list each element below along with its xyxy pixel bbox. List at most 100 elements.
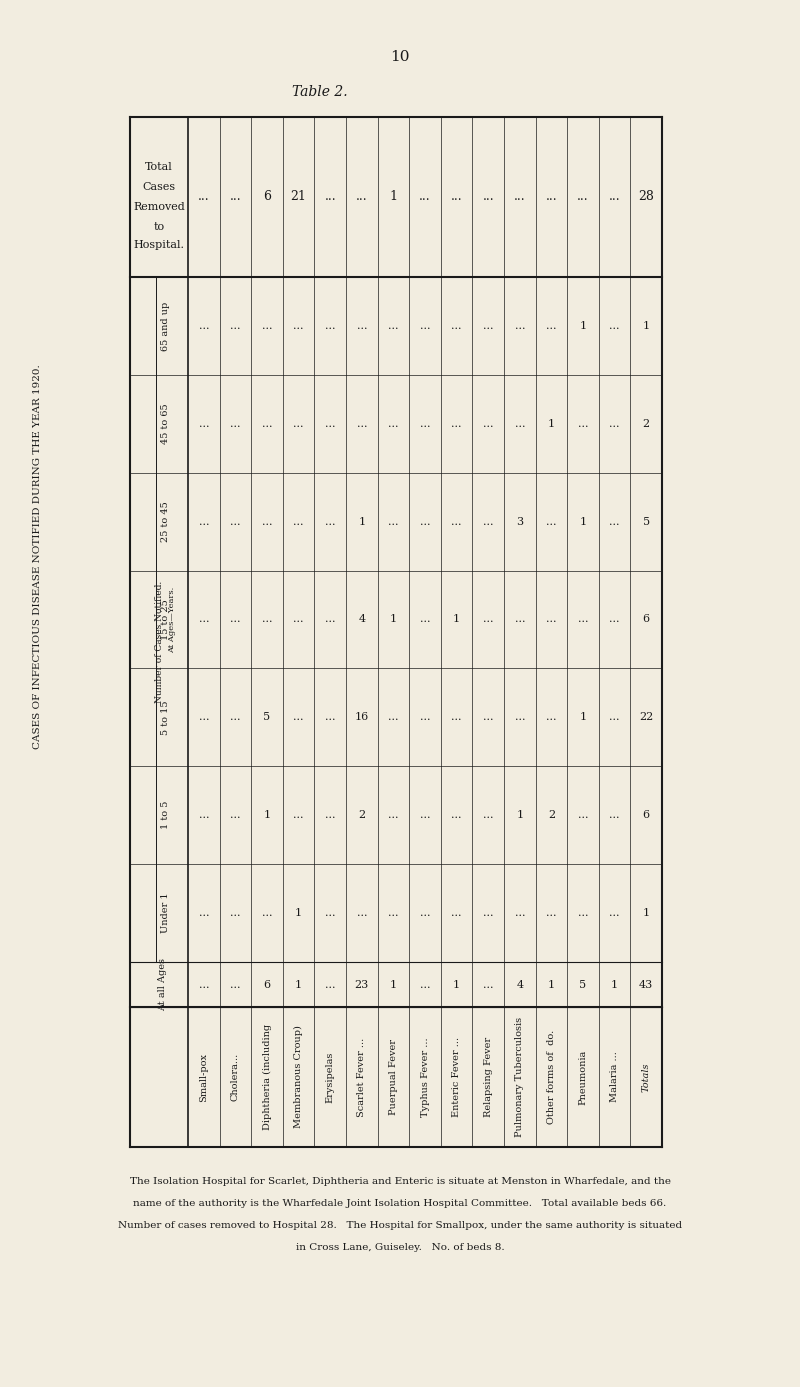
Text: 28: 28	[638, 190, 654, 204]
Text: ...: ...	[198, 908, 209, 918]
Text: ...: ...	[514, 908, 525, 918]
Text: ...: ...	[546, 908, 557, 918]
Text: 1: 1	[579, 320, 586, 331]
Text: Under 1: Under 1	[161, 893, 170, 933]
Text: ...: ...	[514, 419, 525, 429]
Text: 6: 6	[642, 810, 650, 820]
Text: ...: ...	[230, 614, 241, 624]
Text: 5: 5	[263, 713, 270, 723]
Text: Malaria ...: Malaria ...	[610, 1051, 619, 1103]
Text: ...: ...	[483, 419, 494, 429]
Text: Small-pox: Small-pox	[199, 1053, 208, 1101]
Text: 6: 6	[263, 979, 270, 989]
Text: 45 to 65: 45 to 65	[161, 404, 170, 444]
Text: ...: ...	[610, 320, 620, 331]
Text: ...: ...	[451, 419, 462, 429]
Text: 2: 2	[358, 810, 366, 820]
Text: Erysipelas: Erysipelas	[326, 1051, 334, 1103]
Text: ...: ...	[420, 908, 430, 918]
Text: ...: ...	[483, 320, 494, 331]
Text: ...: ...	[325, 979, 335, 989]
Text: Pneumonia: Pneumonia	[578, 1050, 587, 1104]
Text: ...: ...	[610, 419, 620, 429]
Text: ...: ...	[451, 810, 462, 820]
Text: 1: 1	[263, 810, 270, 820]
Text: ...: ...	[483, 908, 494, 918]
Text: ...: ...	[610, 713, 620, 723]
Text: Number of Cases Notified.: Number of Cases Notified.	[154, 581, 163, 703]
Text: ...: ...	[230, 190, 242, 204]
Text: Total: Total	[145, 162, 173, 172]
Text: Number of cases removed to Hospital 28.   The Hospital for Smallpox, under the s: Number of cases removed to Hospital 28. …	[118, 1221, 682, 1230]
Text: 1: 1	[358, 516, 366, 527]
Text: 1: 1	[642, 320, 650, 331]
Text: ...: ...	[230, 908, 241, 918]
Text: ...: ...	[483, 979, 494, 989]
Text: ...: ...	[514, 614, 525, 624]
Text: 1: 1	[295, 979, 302, 989]
Text: ...: ...	[294, 419, 304, 429]
Text: 4: 4	[358, 614, 366, 624]
Text: ...: ...	[578, 614, 588, 624]
Text: to: to	[154, 222, 165, 232]
Text: 21: 21	[290, 190, 306, 204]
Text: ...: ...	[420, 713, 430, 723]
Text: ...: ...	[325, 516, 335, 527]
Text: ...: ...	[483, 614, 494, 624]
Text: ...: ...	[451, 908, 462, 918]
Text: ...: ...	[578, 419, 588, 429]
Text: ...: ...	[420, 810, 430, 820]
Text: Typhus Fever ...: Typhus Fever ...	[421, 1037, 430, 1117]
Text: ...: ...	[450, 190, 462, 204]
Text: ...: ...	[420, 614, 430, 624]
Text: 1: 1	[548, 979, 555, 989]
Text: ...: ...	[514, 320, 525, 331]
Text: ...: ...	[419, 190, 431, 204]
Text: ...: ...	[230, 810, 241, 820]
Text: ...: ...	[325, 419, 335, 429]
Text: 1: 1	[579, 516, 586, 527]
Text: ...: ...	[420, 516, 430, 527]
Text: ...: ...	[262, 516, 272, 527]
Text: ...: ...	[294, 614, 304, 624]
Text: ...: ...	[388, 419, 398, 429]
Text: CASES OF INFECTIOUS DISEASE NOTIFIED DURING THE YEAR 1920.: CASES OF INFECTIOUS DISEASE NOTIFIED DUR…	[34, 365, 42, 749]
Text: ...: ...	[325, 810, 335, 820]
Text: ...: ...	[388, 516, 398, 527]
Text: ...: ...	[357, 908, 367, 918]
Text: ...: ...	[357, 419, 367, 429]
Text: ...: ...	[577, 190, 589, 204]
Text: Cholera...: Cholera...	[231, 1053, 240, 1101]
Text: ...: ...	[451, 516, 462, 527]
Text: ...: ...	[262, 908, 272, 918]
Text: ...: ...	[514, 190, 526, 204]
Text: 15 to 25: 15 to 25	[161, 599, 170, 639]
Text: ...: ...	[388, 320, 398, 331]
Text: 1: 1	[516, 810, 523, 820]
Text: ...: ...	[546, 713, 557, 723]
Text: 16: 16	[354, 713, 369, 723]
Text: Cases: Cases	[142, 182, 175, 191]
Text: ...: ...	[482, 190, 494, 204]
Text: ...: ...	[294, 810, 304, 820]
Text: Other forms of  do.: Other forms of do.	[547, 1031, 556, 1123]
Text: ...: ...	[451, 320, 462, 331]
Text: ...: ...	[483, 713, 494, 723]
Text: ...: ...	[356, 190, 368, 204]
Text: ...: ...	[546, 320, 557, 331]
Text: ...: ...	[546, 516, 557, 527]
Text: 5: 5	[579, 979, 586, 989]
Text: 2: 2	[642, 419, 650, 429]
Text: 43: 43	[639, 979, 654, 989]
Text: ...: ...	[198, 810, 209, 820]
Text: At all Ages: At all Ages	[158, 958, 167, 1011]
Text: ...: ...	[230, 713, 241, 723]
Text: ...: ...	[198, 614, 209, 624]
Text: ...: ...	[388, 810, 398, 820]
Text: ...: ...	[420, 979, 430, 989]
Text: 23: 23	[354, 979, 369, 989]
Text: 1 to 5: 1 to 5	[161, 802, 170, 829]
Text: 1: 1	[390, 979, 397, 989]
Text: 1: 1	[453, 614, 460, 624]
Text: ...: ...	[324, 190, 336, 204]
